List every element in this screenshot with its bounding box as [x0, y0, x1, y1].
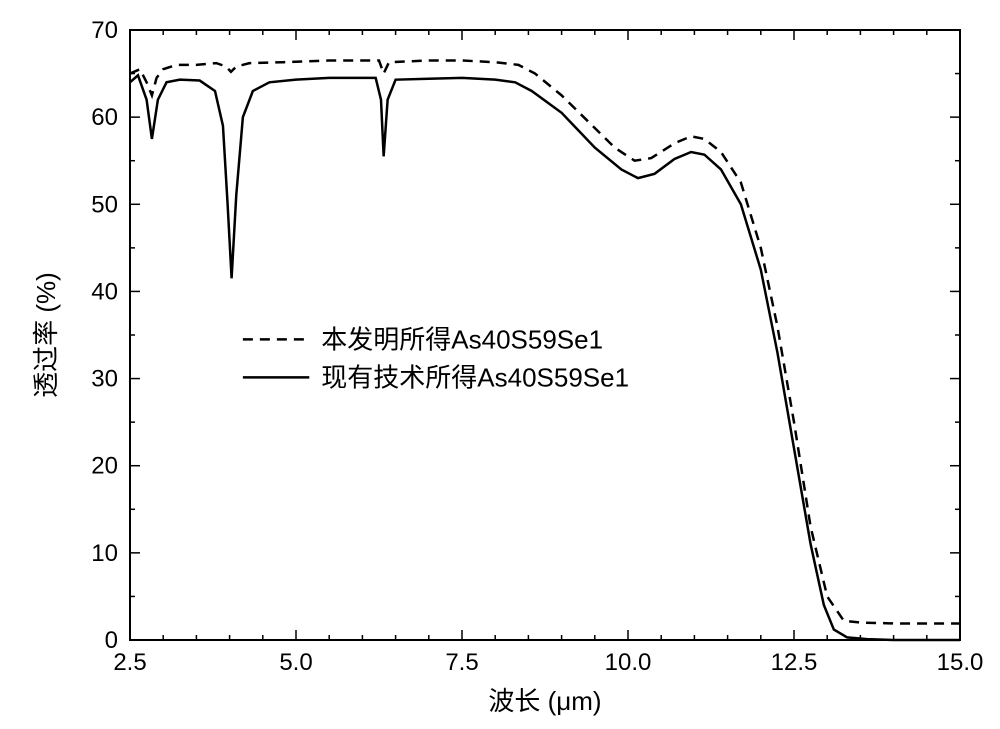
- x-tick-label: 7.5: [445, 649, 478, 676]
- y-tick-label: 30: [91, 366, 118, 393]
- y-tick-label: 0: [105, 627, 118, 654]
- legend-label-solid: 现有技术所得As40S59Se1: [321, 362, 629, 392]
- y-axis-label: 透过率 (%): [31, 272, 61, 398]
- transmittance-chart: 2.5 5.0 7.5 10.0 12.5 15.0 波长 (μm) 0 10 20 30 40 50 6…: [0, 0, 1000, 729]
- x-tick-label: 10.0: [605, 649, 652, 676]
- chart-container: 2.5 5.0 7.5 10.0 12.5 15.0 波长 (μm) 0 10 20 30 40 50 6…: [0, 0, 1000, 729]
- y-tick-label: 60: [91, 104, 118, 131]
- series-solid: [130, 75, 960, 640]
- y-tick-label: 40: [91, 278, 118, 305]
- y-tick-label: 20: [91, 453, 118, 480]
- x-tick-label: 2.5: [113, 649, 146, 676]
- y-tick-label: 10: [91, 540, 118, 567]
- x-tick-label: 12.5: [771, 649, 818, 676]
- legend-label-dashed: 本发明所得As40S59Se1: [321, 324, 603, 354]
- x-axis-label: 波长 (μm): [488, 686, 601, 716]
- y-tick-label: 50: [91, 191, 118, 218]
- y-tick-label: 70: [91, 17, 118, 44]
- x-tick-label: 5.0: [279, 649, 312, 676]
- x-tick-label: 15.0: [937, 649, 984, 676]
